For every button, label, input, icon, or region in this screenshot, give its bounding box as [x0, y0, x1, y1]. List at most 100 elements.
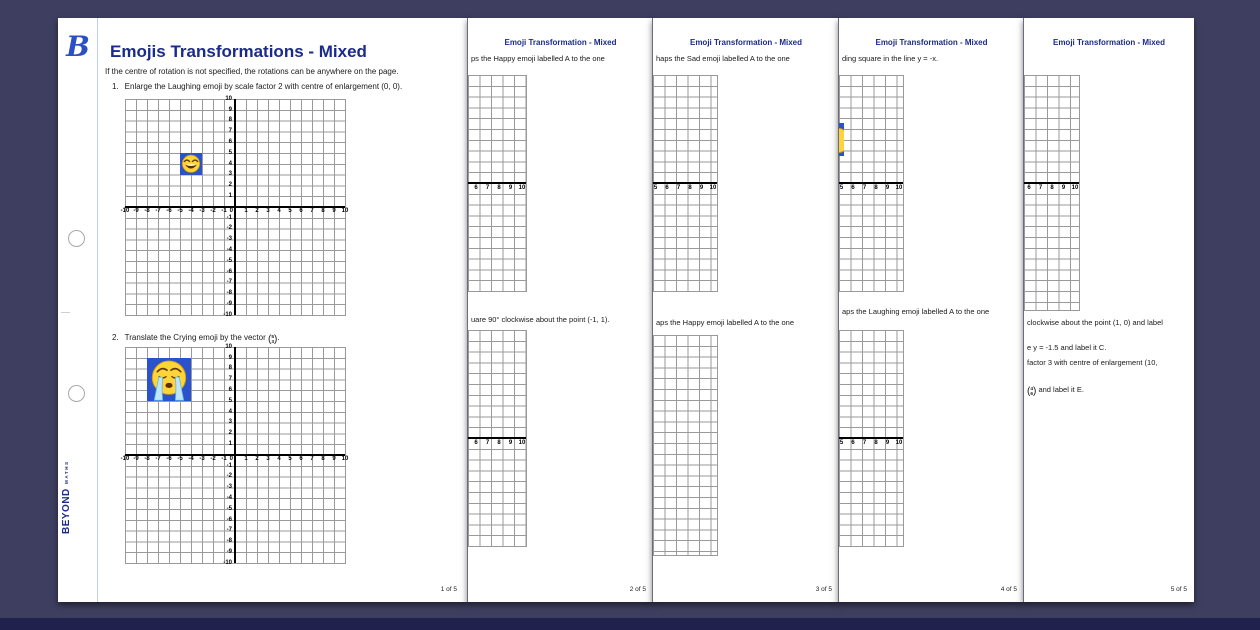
grid-label: -5 — [226, 257, 232, 264]
grid-label: -1 — [221, 208, 227, 214]
grid-label: 3 — [266, 208, 270, 214]
grid-label: 7 — [228, 376, 232, 383]
grid-label: 0 — [229, 208, 233, 214]
grid-label: 8 — [321, 208, 325, 214]
grid-label: 1 — [244, 456, 248, 462]
axis-labels: 6 7 8 9 10 — [468, 185, 526, 193]
grid-label: 1 — [228, 193, 232, 199]
page-1: B BEYOND MATHS Emojis Transformations - … — [58, 18, 467, 602]
grid-label: -9 — [226, 301, 232, 307]
vector-close-paren: ) — [1033, 386, 1037, 397]
page-header: Emoji Transformation - Mixed — [875, 38, 988, 47]
intro-text: If the centre of rotation is not specifi… — [105, 67, 399, 76]
question-line: factor 3 with centre of enlargement (10, — [1027, 358, 1158, 367]
grid-label: 8 — [874, 185, 878, 191]
axis-line — [468, 437, 526, 439]
grid-label: 6 — [228, 387, 232, 393]
grid-label: -1 — [226, 214, 232, 221]
grid-label: -8 — [144, 456, 150, 462]
grid-label: -8 — [144, 208, 150, 214]
x-axis — [125, 206, 345, 208]
emoji-sliver — [839, 123, 844, 156]
grid-label: 7 — [485, 185, 490, 191]
grid-label: 4 — [277, 456, 281, 462]
grid-label: 6 — [228, 139, 232, 145]
grid-label: -1 — [226, 462, 232, 469]
grid-label: 8 — [497, 185, 501, 191]
partial-grid: 6 7 8 9 10 — [468, 330, 527, 547]
brand-name: BEYOND — [61, 488, 72, 534]
grid-label: 8 — [228, 117, 232, 124]
grid-label: 9 — [508, 185, 513, 191]
grid-label: -10 — [120, 456, 130, 462]
grid-label: 10 — [341, 208, 349, 214]
grid-label: -2 — [226, 473, 232, 480]
grid-label: -6 — [226, 268, 232, 275]
laughing-emoji — [180, 153, 202, 175]
grid-label: 6 — [299, 208, 303, 214]
question-line: haps the Sad emoji labelled A to the one — [656, 54, 790, 63]
laughing-emoji-face — [182, 154, 200, 173]
partial-grid — [653, 335, 718, 556]
vector-top: 5 — [271, 335, 275, 340]
crying-emoji-face — [151, 360, 187, 401]
grid-label: 1 — [228, 441, 232, 447]
hole-punch-top — [68, 230, 85, 247]
grid-label: 7 — [862, 440, 867, 446]
vector-notation: (5 3) — [268, 334, 277, 346]
grid-label: -6 — [226, 516, 232, 523]
axis-line — [653, 182, 717, 184]
grid-label: 1 — [244, 208, 248, 214]
grid-label: 2 — [255, 456, 259, 462]
grid-label: 7 — [862, 185, 867, 191]
margin-mark — [61, 312, 70, 313]
page-number: 2 of 5 — [629, 586, 646, 593]
axis-labels: 6 7 8 9 10 — [1024, 185, 1079, 193]
grid-label: -2 — [210, 208, 216, 214]
grid-label: 2 — [228, 430, 232, 437]
grid-label: 2 — [228, 182, 232, 189]
grid-label: -9 — [133, 208, 139, 214]
grid-label: -3 — [199, 208, 205, 214]
grid-label: 7 — [676, 185, 681, 191]
grid-label: 9 — [228, 106, 232, 113]
worksheet-title: Emojis Transformations - Mixed — [110, 42, 367, 61]
grid-label: 9 — [885, 185, 890, 191]
question-1-text: Enlarge the Laughing emoji by scale fact… — [124, 82, 403, 91]
grid-label: 10 — [518, 440, 526, 446]
grid-label: -2 — [226, 225, 232, 232]
question-2: 2. Translate the Crying emoji by the vect… — [112, 333, 280, 345]
grid-label: 6 — [1027, 185, 1031, 191]
axis-line — [1024, 182, 1079, 184]
grid-label: -10 — [223, 559, 232, 566]
question-1: 1. Enlarge the Laughing emoji by scale fa… — [112, 82, 402, 91]
partial-grid: 5 6 7 8 9 10 — [653, 75, 718, 292]
grid-label: 5 — [288, 208, 292, 214]
grid-label: -4 — [188, 208, 194, 214]
vector-open-paren: ( — [1027, 386, 1031, 397]
brand-vertical: BEYOND MATHS — [61, 426, 72, 534]
x-axis — [125, 454, 345, 456]
emoji-sliver-face — [839, 128, 844, 153]
grid-label: 3 — [266, 456, 270, 462]
brand-sub: MATHS — [64, 460, 69, 485]
question-2-text: Translate the Crying emoji by the vector — [124, 333, 266, 342]
grid-label: 8 — [688, 185, 692, 191]
grid-label: 10 — [709, 185, 717, 191]
grid-label: 4 — [228, 160, 232, 167]
grid-label: -5 — [177, 456, 183, 462]
grid-label: 9 — [885, 440, 890, 446]
grid-label: 6 — [851, 185, 855, 191]
axis-line — [839, 182, 903, 184]
grid-label: 3 — [228, 419, 232, 426]
grid-label: -8 — [226, 290, 232, 297]
page-header: Emoji Transformation - Mixed — [1052, 38, 1165, 47]
grid-label: -2 — [210, 456, 216, 462]
grid-label: -1 — [221, 456, 227, 462]
question-line: ding square in the line y = -x. — [842, 54, 939, 63]
partial-grid: 5 6 7 8 9 10 — [839, 330, 904, 547]
vector-open-paren: ( — [268, 334, 272, 345]
grid-label: -4 — [226, 495, 232, 501]
grid-label: -5 — [177, 208, 183, 214]
grid-label: 6 — [474, 440, 478, 446]
